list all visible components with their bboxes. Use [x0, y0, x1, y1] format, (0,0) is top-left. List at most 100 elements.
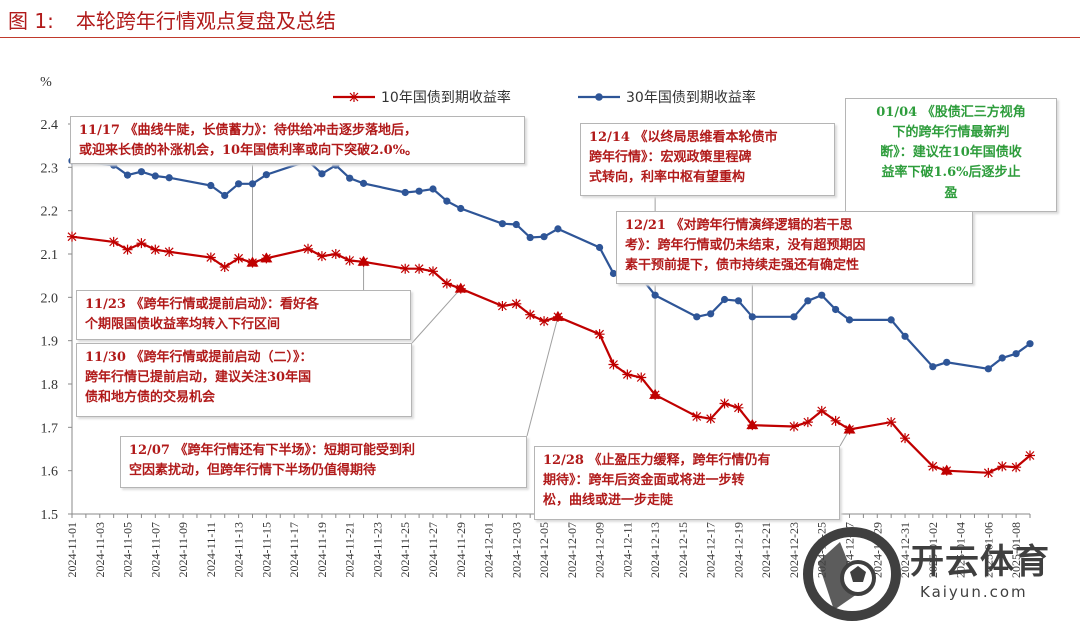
annotation-1117: 11/17 《曲线牛陡，长债蓄力》：待供给冲击逐步落地后， 或迎来长债的补涨机会，…	[70, 116, 525, 164]
x-tick-label: 2024-11-27	[426, 522, 440, 578]
point-marker	[818, 291, 826, 299]
annotation-line: 素干预前提下，债市持续走强还有确定性	[625, 258, 860, 274]
point-marker	[983, 467, 994, 478]
watermark-logo	[803, 527, 901, 621]
point-marker	[164, 246, 175, 257]
point-marker	[525, 309, 536, 320]
annotation-1130: 11/30 《跨年行情或提前启动（二）》： 跨年行情已提前启动，建议关注30年国债…	[76, 343, 412, 417]
point-marker	[165, 174, 173, 182]
chart-axes: 1.5 1.6 1.7 1.8 1.9 2.0 2.1 2.2 2.3 2.4% 2024-11-0…	[40, 75, 1031, 578]
point-marker	[400, 263, 411, 274]
legend-item: 10年国债到期收益率	[333, 89, 511, 106]
x-tick-label: 2025-01-08	[1009, 522, 1023, 578]
point-marker	[997, 461, 1008, 472]
point-marker	[511, 298, 522, 309]
point-marker	[415, 187, 423, 195]
point-marker	[316, 251, 327, 262]
point-marker	[622, 369, 633, 380]
x-tick-label: 2024-12-31	[898, 522, 912, 578]
annotation-1228: 12/28 《止盈压力缓释，跨年行情仍有 期待》：跨年后资金面或将进一步转 松，曲线…	[534, 446, 840, 520]
x-tick-label: 2024-11-19	[315, 522, 329, 578]
annotation-line: 12/28 《止盈压力缓释，跨年行情仍有	[543, 453, 771, 468]
point-marker	[235, 180, 243, 188]
point-marker	[303, 243, 314, 254]
point-marker	[151, 172, 159, 180]
x-tick-label: 2024-11-17	[287, 522, 301, 578]
point-marker	[67, 231, 77, 242]
point-marker	[816, 405, 827, 416]
point-marker	[1026, 340, 1034, 348]
point-marker	[719, 398, 730, 409]
point-marker	[318, 170, 326, 178]
x-tick-label: 2024-12-07	[565, 522, 579, 578]
annotation-1123: 11/23 《跨年行情或提前启动》：看好各 个期限国债收益率均转入下行区间	[76, 290, 411, 340]
point-marker	[595, 243, 604, 252]
point-marker	[137, 168, 146, 176]
point-marker	[122, 244, 133, 255]
x-tick-label: 2024-11-15	[259, 522, 273, 578]
y-tick-label: 1.5	[41, 508, 59, 523]
point-marker	[720, 295, 729, 304]
point-marker	[734, 297, 743, 305]
highlight-marker	[746, 419, 759, 430]
x-tick-label: 2024-12-05	[537, 522, 551, 578]
legend-label: 30年国债到期收益率	[626, 89, 756, 106]
series-10y	[67, 231, 1035, 478]
y-tick-label: 2.3	[41, 161, 59, 176]
point-marker	[540, 233, 548, 241]
annotation-line: 式转向，利率中枢有望重构	[589, 170, 746, 186]
point-marker	[788, 421, 799, 432]
annotation-1221: 12/21 《对跨年行情演绎逻辑的若干思 考》：跨年行情或仍未结束，没有超预期因素…	[616, 211, 973, 284]
point-marker	[497, 301, 508, 311]
x-tick-label: 2024-12-03	[509, 522, 523, 578]
point-marker	[248, 180, 257, 188]
leader-line	[411, 288, 462, 344]
x-tick-label: 2024-12-23	[787, 522, 801, 578]
point-marker	[443, 197, 451, 205]
annotation-line: 下的跨年行情最新判	[892, 125, 1010, 141]
annotation-line: 01/04 《股债汇三方视角	[876, 105, 1026, 120]
point-marker	[512, 220, 520, 229]
annotation-line: 期待》：跨年后资金面或将进一步转	[543, 473, 745, 489]
annotation-line: 益率下破1.6%后逐步止	[881, 165, 1021, 181]
point-marker	[1012, 350, 1020, 358]
annotation-line: 12/21 《对跨年行情演绎逻辑的若干思	[625, 218, 853, 233]
annotation-line: 松，曲线或进一步走陡	[543, 493, 674, 509]
x-tick-label: 2024-11-09	[176, 522, 190, 578]
highlight-marker	[649, 388, 662, 399]
annotation-line: 11/23 《跨年行情或提前启动》：看好各	[85, 297, 319, 312]
point-marker	[748, 313, 756, 321]
annotation-line: 跨年行情》：宏观政策里程碑	[589, 150, 752, 166]
point-marker	[539, 316, 550, 327]
point-marker	[207, 181, 215, 190]
watermark-subtext: Kaiyun.com	[920, 583, 1028, 601]
point-marker	[429, 185, 437, 193]
point-marker	[344, 255, 355, 266]
leader-line	[526, 316, 559, 437]
annotation-line: 跨年行情已提前启动，建议关注30年国	[85, 370, 312, 386]
title-divider	[0, 37, 1080, 38]
point-marker	[205, 252, 216, 263]
point-marker	[219, 262, 230, 272]
point-marker	[929, 363, 937, 371]
x-tick-label: 2024-11-13	[232, 522, 246, 578]
point-marker	[900, 433, 911, 444]
annotation-line: 11/17 《曲线牛陡，长债蓄力》：待供给冲击逐步落地后，	[79, 123, 417, 138]
point-marker	[594, 329, 605, 340]
x-tick-label: 2024-11-05	[121, 522, 135, 578]
y-tick-label: 2.1	[41, 248, 59, 263]
point-marker	[651, 291, 659, 299]
legend-marker	[595, 93, 603, 101]
highlight-marker	[551, 310, 564, 321]
x-tick-label: 2024-11-25	[398, 522, 412, 578]
x-tick-label: 2024-12-21	[759, 522, 773, 578]
legend-item: 30年国债到期收益率	[578, 89, 756, 106]
point-marker	[845, 316, 854, 324]
point-marker	[427, 266, 438, 277]
point-marker	[608, 359, 619, 370]
point-marker	[927, 461, 938, 472]
highlight-marker	[260, 252, 273, 263]
point-marker	[221, 191, 229, 200]
legend-label: 10年国债到期收益率	[381, 89, 511, 106]
